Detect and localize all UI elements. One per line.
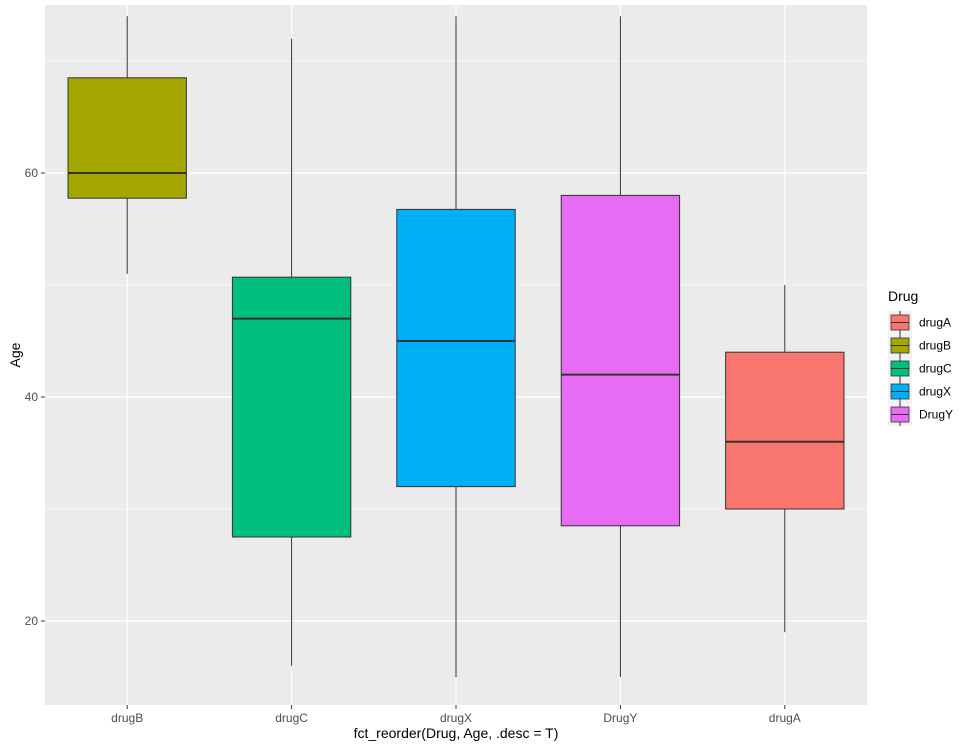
x-tick-label: drugA (769, 711, 801, 725)
y-tick-label: 40 (25, 390, 39, 404)
box-body (67, 77, 187, 199)
legend-label: drugX (919, 385, 951, 399)
box-body (231, 276, 352, 538)
y-tick-label: 20 (25, 614, 39, 628)
x-tick-label: DrugY (603, 711, 637, 725)
x-tick-label: drugB (111, 711, 143, 725)
box-DrugY (560, 16, 681, 677)
legend-label: drugC (919, 362, 952, 376)
box-body (560, 194, 681, 527)
legend-key-drugA (888, 311, 912, 334)
box-drugB (67, 16, 187, 274)
box-body (725, 351, 845, 510)
legend-key-drugX (888, 380, 912, 403)
y-axis-ticks: 20 40 60 (25, 166, 45, 628)
x-tick-label: drugX (440, 711, 472, 725)
boxes (67, 16, 845, 677)
legend-label: DrugY (919, 408, 953, 422)
x-tick-label: drugC (275, 711, 308, 725)
y-axis-title: Age (7, 342, 23, 367)
legend-title: Drug (888, 288, 918, 304)
legend-key-drugB (888, 334, 912, 357)
y-tick-label: 60 (25, 166, 39, 180)
box-drugX (396, 16, 516, 677)
legend-key-DrugY (888, 403, 912, 426)
legend-key-drugC (888, 357, 912, 380)
box-body (396, 208, 516, 488)
x-axis-ticks: drugB drugC drugX DrugY drugA (111, 705, 801, 725)
legend-label: drugB (919, 339, 951, 353)
box-drugC (231, 38, 352, 666)
x-axis-title: fct_reorder(Drug, Age, .desc = T) (354, 725, 559, 741)
box-drugA (725, 285, 845, 633)
legend-label: drugA (919, 316, 951, 330)
